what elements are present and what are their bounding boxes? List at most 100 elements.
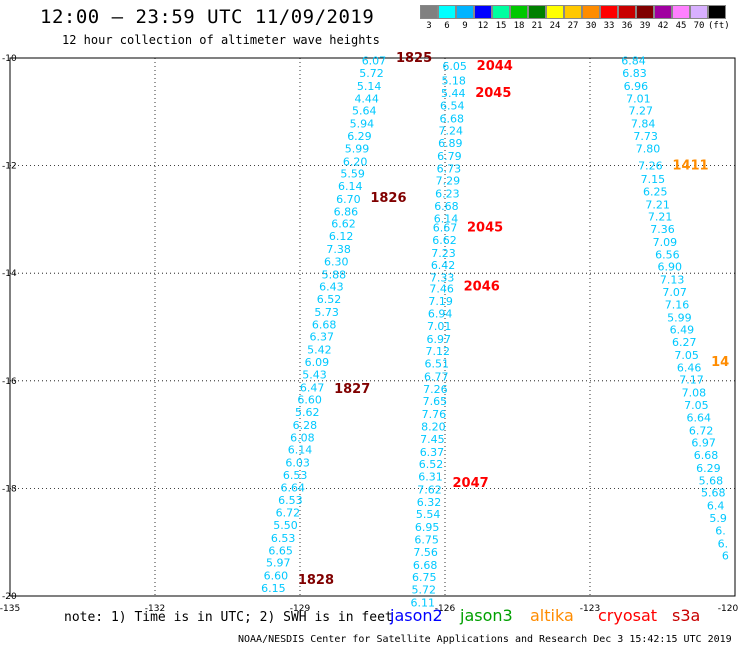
wave-height-value: 6.73: [437, 162, 462, 175]
color-scale-swatch: [654, 5, 672, 19]
wave-height-value: 7.01: [626, 92, 651, 105]
wave-height-value: 7.80: [636, 142, 661, 155]
color-scale-label: 18: [513, 21, 525, 31]
color-scale-swatch: [636, 5, 654, 19]
color-scale-labels: 3 6 9 12 15 18 21 24 27 30 33 36 39 42 45 70 (ft): [420, 21, 729, 31]
wave-height-value: 6: [722, 550, 729, 563]
wave-height-value: 5.9: [709, 512, 727, 525]
legend-item-jason3: jason3: [460, 606, 513, 625]
wave-height-value: 7.17: [679, 374, 704, 387]
wave-height-value: 7.13: [660, 274, 685, 287]
wave-height-value: 6.94: [428, 308, 453, 321]
wave-height-value: 6.68: [413, 559, 438, 572]
wave-height-value: 6.25: [643, 185, 668, 198]
wave-height-value: 5.43: [302, 368, 327, 381]
wave-height-value: 5.54: [416, 508, 441, 521]
color-scale-swatch: [474, 5, 492, 19]
wave-height-value: 6.62: [331, 218, 356, 231]
legend-item-altika: altika: [530, 606, 574, 625]
wave-height-value: 6.56: [655, 248, 680, 261]
wave-height-value: 6.46: [677, 361, 702, 374]
color-scale-swatch: [492, 5, 510, 19]
wave-height-value: 5.73: [314, 306, 339, 319]
map-frame: [9, 57, 736, 597]
wave-height-value: 6.96: [624, 80, 649, 93]
pass-time-label: 2047: [453, 476, 489, 491]
wave-height-value: 6.28: [293, 419, 318, 432]
wave-height-value: 6.: [715, 524, 726, 537]
wave-height-value: 6.67: [433, 221, 458, 234]
latitude-tick-label: -16: [2, 377, 17, 387]
color-scale-label: 27: [567, 21, 579, 31]
color-scale-swatch: [510, 5, 528, 19]
color-scale-swatch: [420, 5, 438, 19]
wave-height-value: 7.33: [430, 272, 455, 285]
color-scale-swatch: [618, 5, 636, 19]
wave-height-value: 6.72: [276, 507, 301, 520]
wave-height-value: 5.68: [699, 474, 724, 487]
color-scale-swatch: [690, 5, 708, 19]
wave-height-value: 5.72: [359, 67, 384, 80]
wave-height-value: 7.45: [420, 433, 445, 446]
wave-height-value: 6.60: [264, 570, 289, 583]
color-scale-swatch: [564, 5, 582, 19]
wave-height-value: 6.11: [411, 596, 436, 609]
legend-item-jason2: jason2: [390, 606, 443, 625]
wave-height-value: 6.12: [329, 230, 354, 243]
wave-height-value: 6.14: [434, 212, 459, 225]
color-scale-label: 33: [603, 21, 615, 31]
wave-height-value: 5.72: [411, 584, 436, 597]
pass-time-label: 2044: [477, 59, 513, 74]
wave-height-value: 6.83: [622, 67, 647, 80]
wave-height-value: 6.15: [261, 582, 286, 595]
wave-height-value: 6.20: [343, 155, 368, 168]
wave-height-value: 5.99: [667, 311, 692, 324]
latitude-tick-label: -20: [2, 592, 17, 602]
color-scale-label: 12: [477, 21, 489, 31]
wave-height-value: 6.53: [278, 494, 303, 507]
wave-height-value: 7.08: [682, 387, 707, 400]
footer-credit: NOAA/NESDIS Center for Satellite Applica…: [238, 634, 732, 645]
longitude-tick-label: -135: [0, 604, 20, 614]
wave-height-value: 7.76: [422, 408, 447, 421]
color-scale-label: 45: [675, 21, 687, 31]
color-scale-swatch: [672, 5, 690, 19]
wave-height-value: 5.97: [266, 557, 291, 570]
wave-height-value: 6.51: [425, 358, 450, 371]
wave-height-value: 6.62: [432, 234, 457, 247]
wave-height-value: 7.46: [429, 282, 454, 295]
color-scale-bar: [420, 5, 726, 19]
wave-height-value: 7.21: [645, 198, 670, 211]
wave-height-value: 7.26: [638, 160, 663, 173]
longitude-tick-label: -120: [718, 604, 739, 614]
color-scale-label: 70: [693, 21, 705, 31]
wave-height-value: 6.07: [362, 55, 387, 68]
wave-height-value: 6.79: [437, 150, 462, 163]
color-scale-swatch: [528, 5, 546, 19]
wave-height-value: 7.05: [684, 399, 709, 412]
wave-height-value: 7.09: [653, 236, 678, 249]
wave-height-value: 5.68: [701, 487, 726, 500]
wave-height-value: 5.42: [307, 344, 332, 357]
color-scale-label: 9: [462, 21, 468, 31]
wave-height-value: 6.97: [691, 437, 716, 450]
wave-height-value: 6.29: [696, 462, 721, 475]
legend-item-s3a: s3a: [672, 606, 701, 625]
wave-height-value: 7.16: [665, 298, 690, 311]
wave-height-value: 6.97: [426, 333, 451, 346]
wave-height-value: 6.86: [334, 205, 359, 218]
color-scale-swatch: [456, 5, 474, 19]
wave-height-value: 5.64: [352, 105, 377, 118]
wave-height-value: 6.47: [300, 381, 325, 394]
color-scale-label: 3: [426, 21, 432, 31]
wave-height-value: 6.60: [297, 394, 322, 407]
wave-height-value: 6.90: [658, 261, 683, 274]
wave-height-value: 6.05: [442, 60, 467, 73]
wave-height-value: 6.27: [672, 336, 697, 349]
wave-height-value: 5.50: [273, 519, 298, 532]
wave-height-value: 6.31: [418, 471, 443, 484]
wave-height-value: 7.21: [648, 211, 673, 224]
wave-height-value: 7.38: [326, 243, 351, 256]
wave-height-value: 6.68: [434, 200, 459, 213]
